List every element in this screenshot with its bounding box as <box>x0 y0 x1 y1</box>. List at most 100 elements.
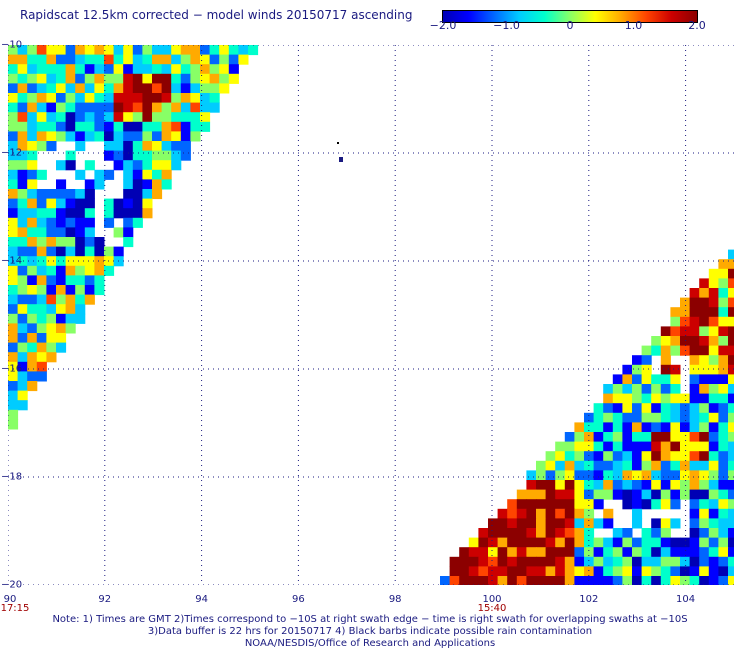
wind-cell <box>536 518 547 529</box>
wind-cell <box>152 93 163 104</box>
wind-cell <box>497 518 508 529</box>
wind-cell <box>27 371 38 382</box>
wind-cell <box>152 102 163 113</box>
wind-cell <box>699 403 710 414</box>
colorbar-tick-label: 1.0 <box>624 19 643 32</box>
wind-cell <box>708 412 719 423</box>
wind-cell <box>584 547 595 558</box>
wind-cell <box>660 393 671 404</box>
wind-cell <box>440 576 451 585</box>
wind-cell <box>728 576 734 585</box>
wind-cell <box>17 150 28 161</box>
wind-cell <box>46 45 57 56</box>
wind-cell <box>718 297 729 308</box>
wind-cell <box>488 566 499 577</box>
wind-cell <box>660 374 671 385</box>
wind-cell <box>94 121 105 132</box>
wind-cell <box>564 508 575 519</box>
wind-cell <box>152 160 163 171</box>
wind-cell <box>584 508 595 519</box>
wind-cell <box>651 441 662 452</box>
wind-cell <box>708 422 719 433</box>
wind-cell <box>574 451 585 462</box>
wind-cell <box>526 470 537 481</box>
wind-cell <box>104 64 115 75</box>
wind-cell <box>497 537 508 548</box>
wind-cell <box>123 121 134 132</box>
wind-cell <box>46 131 57 142</box>
wind-cell <box>94 93 105 104</box>
wind-cell <box>584 422 595 433</box>
wind-cell <box>670 307 681 318</box>
wind-cell <box>641 556 652 567</box>
wind-cell <box>132 160 143 171</box>
wind-cell <box>8 227 19 238</box>
wind-cell <box>651 556 662 567</box>
wind-cell <box>574 432 585 443</box>
wind-cell <box>190 112 201 123</box>
wind-cell <box>708 278 719 289</box>
wind-cell <box>94 169 105 180</box>
wind-cell <box>142 179 153 190</box>
wind-cell <box>680 556 691 567</box>
wind-cell <box>200 112 211 123</box>
wind-cell <box>718 499 729 510</box>
wind-cell <box>689 403 700 414</box>
wind-cell <box>36 112 47 123</box>
wind-cell <box>27 121 38 132</box>
wind-cell <box>17 352 28 363</box>
wind-cell <box>612 432 623 443</box>
wind-cell <box>728 268 734 279</box>
wind-cell <box>459 547 470 558</box>
wind-cell <box>689 499 700 510</box>
wind-cell <box>75 265 86 276</box>
wind-cell <box>507 508 518 519</box>
wind-cell <box>545 566 556 577</box>
wind-cell <box>46 208 57 219</box>
wind-cell <box>680 336 691 347</box>
wind-cell <box>536 537 547 548</box>
wind-cell <box>8 45 19 56</box>
wind-cell <box>689 374 700 385</box>
wind-cell <box>84 45 95 56</box>
wind-cell <box>161 141 172 152</box>
wind-cell <box>728 278 734 289</box>
wind-cell <box>75 285 86 296</box>
wind-cell <box>75 217 86 228</box>
wind-cell <box>449 576 460 585</box>
wind-cell <box>603 508 614 519</box>
wind-cell <box>689 355 700 366</box>
wind-cell <box>670 316 681 327</box>
wind-cell <box>8 246 19 257</box>
wind-cell <box>113 112 124 123</box>
wind-cell <box>603 384 614 395</box>
wind-cell <box>219 54 230 65</box>
wind-cell <box>248 45 259 56</box>
wind-cell <box>219 45 230 56</box>
wind-cell <box>27 131 38 142</box>
wind-cell <box>689 364 700 375</box>
wind-cell <box>84 246 95 257</box>
wind-cell <box>680 480 691 491</box>
colorbar <box>442 10 698 23</box>
wind-cell <box>718 537 729 548</box>
wind-cell <box>180 121 191 132</box>
wind-cell <box>536 556 547 567</box>
wind-cell <box>180 131 191 142</box>
wind-cell <box>161 54 172 65</box>
wind-cell <box>46 352 57 363</box>
wind-cell <box>699 537 710 548</box>
colorbar-tick-label: −2.0 <box>429 19 457 32</box>
wind-cell <box>555 528 566 539</box>
wind-cell <box>622 432 633 443</box>
wind-cell <box>507 547 518 558</box>
wind-cell <box>641 374 652 385</box>
wind-cell <box>708 460 719 471</box>
wind-cell <box>113 102 124 113</box>
wind-cell <box>718 393 729 404</box>
wind-cell <box>641 432 652 443</box>
wind-cell <box>728 316 734 327</box>
wind-cell <box>526 518 537 529</box>
wind-cell <box>209 93 220 104</box>
wind-cell <box>622 451 633 462</box>
